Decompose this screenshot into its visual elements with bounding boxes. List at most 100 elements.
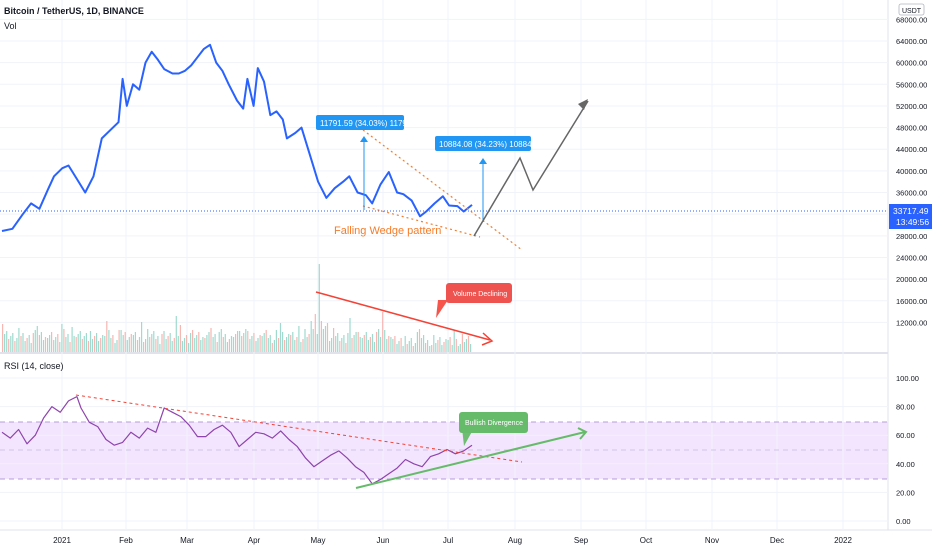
- rsi-callout-text: Bullish Divergence: [465, 420, 523, 427]
- rsi-support-line[interactable]: [355, 431, 586, 489]
- volume-bar: [89, 331, 92, 352]
- volume-bar: [53, 340, 55, 352]
- price-line[interactable]: [1, 43, 473, 232]
- time-tick-label: Aug: [508, 536, 522, 545]
- volume-bar: [153, 331, 155, 352]
- volume-bar: [143, 342, 145, 352]
- volume-bar: [141, 322, 143, 352]
- volume-bar: [378, 329, 380, 352]
- time-tick-label: Mar: [180, 536, 194, 545]
- volume-bar: [26, 338, 28, 352]
- volume-callout[interactable]: [446, 283, 512, 303]
- price-tick-label: 60000.00: [896, 59, 927, 68]
- price-tick-label: 68000.00: [896, 15, 927, 24]
- volume-bar: [467, 336, 470, 352]
- volume-bar: [24, 341, 26, 352]
- volume-bar: [136, 340, 139, 352]
- projection-path[interactable]: [473, 100, 589, 237]
- price-pane[interactable]: [0, 0, 888, 352]
- measure-left-badge: [316, 115, 404, 130]
- volume-bar: [380, 337, 382, 352]
- volume-bar: [71, 327, 73, 352]
- price-tick-label: 52000.00: [896, 102, 927, 111]
- measure-right-text: 10884.08 (34.23%) 1088408: [439, 140, 541, 149]
- volume-bar: [259, 335, 261, 352]
- volume-bar: [263, 333, 265, 352]
- volume-bar: [351, 338, 353, 352]
- volume-bar: [277, 338, 280, 352]
- volume-bar: [83, 336, 85, 352]
- volume-bar: [427, 340, 429, 352]
- volume-bar: [308, 334, 310, 352]
- measure-right-badge: [435, 136, 531, 151]
- volume-bar: [261, 336, 263, 352]
- volume-bar: [275, 330, 277, 352]
- volume-bar: [265, 330, 267, 352]
- volume-bar: [167, 336, 169, 352]
- volume-bar: [155, 339, 157, 352]
- volume-bar: [304, 329, 306, 352]
- volume-bar: [376, 332, 378, 352]
- volume-bar: [416, 332, 418, 352]
- volume-bar: [106, 321, 108, 352]
- volume-bar: [188, 343, 190, 352]
- rsi-callout[interactable]: [459, 412, 528, 433]
- volume-bar: [418, 329, 421, 352]
- volume-bar: [335, 336, 337, 352]
- rsi-tick-label: 60.00: [896, 431, 915, 440]
- volume-bar: [224, 334, 226, 352]
- currency-badge[interactable]: [898, 3, 925, 16]
- volume-callout-text: Volume Declining: [453, 291, 507, 298]
- price-tick-label: 48000.00: [896, 124, 927, 133]
- volume-bar: [353, 335, 355, 352]
- volume-bar: [210, 328, 212, 352]
- volume-bar: [96, 333, 98, 352]
- volume-bar: [28, 335, 30, 352]
- volume-bar: [435, 343, 437, 352]
- volume-bar: [169, 333, 171, 352]
- volume-bar: [10, 336, 12, 352]
- price-tick-label: 12000.00: [896, 318, 927, 327]
- volume-bar: [306, 337, 308, 352]
- volume-bar: [318, 264, 320, 352]
- volume-bar: [429, 346, 431, 352]
- volume-bar: [59, 342, 61, 352]
- volume-bar: [73, 336, 75, 352]
- volume-bar: [269, 335, 271, 352]
- rsi-title: RSI (14, close): [4, 361, 64, 371]
- volume-bar: [20, 336, 22, 352]
- volume-bar: [185, 335, 188, 352]
- time-tick-label: May: [310, 536, 325, 545]
- volume-trend-arrow[interactable]: [315, 291, 491, 341]
- volume-bar: [465, 339, 468, 352]
- volume-bar: [412, 346, 414, 352]
- rsi-axis[interactable]: 0.00 20.00 40.00 60.00 80.00 100.00: [896, 374, 919, 526]
- symbol-title: Bitcoin / TetherUS, 1D, BINANCE: [4, 6, 144, 16]
- volume-bar: [331, 338, 333, 352]
- volume-bar: [108, 330, 110, 352]
- volume-bar: [175, 316, 177, 352]
- volume-bar: [414, 343, 416, 352]
- volume-bar: [57, 334, 59, 352]
- rsi-line[interactable]: [1, 396, 473, 485]
- time-tick-label: Sep: [574, 536, 589, 545]
- volume-bar: [253, 333, 255, 352]
- volume-bar: [457, 346, 459, 352]
- time-axis[interactable]: 2021 Feb Mar Apr May Jun Jul Aug Sep Oct Nov Dec 202…: [53, 536, 852, 545]
- volume-bar: [441, 345, 443, 352]
- volume-bar: [251, 336, 253, 352]
- volume-bar: [122, 335, 124, 352]
- volume-bar: [237, 331, 239, 352]
- volume-bar: [85, 333, 87, 352]
- volume-bar: [8, 339, 10, 352]
- volume-bar: [388, 336, 390, 352]
- time-tick-label: Jun: [377, 536, 390, 545]
- volume-bar: [134, 332, 136, 352]
- volume-bar: [128, 337, 130, 352]
- price-tick-label: 36000.00: [896, 189, 927, 198]
- volume-bar: [235, 334, 237, 352]
- price-axis[interactable]: 12000.00 16000.00 20000.00 24000.00 28000.00…: [896, 15, 927, 327]
- volume-bar: [447, 340, 449, 352]
